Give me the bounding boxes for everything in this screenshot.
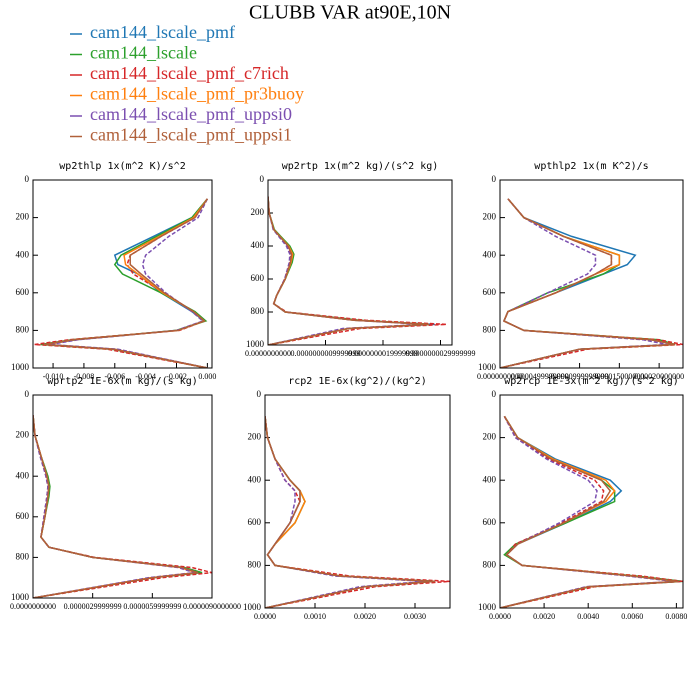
y-tick-label: 400 [483, 249, 497, 259]
plot-frame [267, 179, 453, 346]
y-tick-label: 800 [248, 559, 262, 569]
x-tick-label: 0.0000000000 [477, 372, 523, 381]
y-tick-label: 1000 [478, 602, 497, 612]
panel-title: wp2thlp 1x(m^2 K)/s^2 [59, 161, 185, 172]
legend-label: cam144_lscale_pmf_uppsi0 [90, 104, 292, 124]
plot-frame [32, 179, 213, 369]
x-tick-label: 0.0000 [254, 612, 276, 621]
x-tick-label: 0.0000 [489, 612, 511, 621]
x-tick-label: -0.006 [104, 372, 125, 381]
profile-line [500, 198, 676, 368]
legend-label: cam144_lscale [90, 43, 197, 63]
y-tick-label: 600 [483, 517, 497, 527]
x-tick-label: 0.0080 [665, 612, 687, 621]
y-tick-label: 200 [251, 207, 265, 217]
plot-frame [32, 394, 213, 599]
plot-frame [264, 394, 451, 609]
legend-label: cam144_lscale_pmf [90, 22, 235, 42]
y-tick-label: 200 [16, 430, 30, 440]
y-tick-label: 0 [492, 174, 497, 184]
x-tick-label: 0.0000000009999999 [291, 349, 361, 358]
x-tick-label: 0.0020 [354, 612, 376, 621]
x-tick-label: 0.0010 [304, 612, 326, 621]
profile-line [265, 416, 436, 608]
x-tick-label: 0.0060 [621, 612, 643, 621]
y-tick-label: 200 [483, 212, 497, 222]
profile-line [43, 198, 208, 368]
y-tick-label: 0 [260, 174, 265, 184]
x-tick-label: 0.00020000000 [634, 372, 684, 381]
y-tick-label: 1000 [478, 362, 497, 372]
profile-line [33, 415, 195, 598]
y-tick-label: 0 [257, 389, 262, 399]
y-tick-label: 800 [483, 559, 497, 569]
y-tick-label: 1000 [11, 592, 30, 602]
x-tick-label: 0.0030 [404, 612, 426, 621]
y-tick-label: 0 [25, 174, 30, 184]
profile-line [500, 415, 675, 608]
plot-frame [499, 179, 684, 369]
x-tick-label: 0.0000000000 [10, 602, 56, 611]
y-tick-label: 800 [483, 324, 497, 334]
y-tick-label: 600 [248, 517, 262, 527]
x-tick-label: 0.0000029999999 [64, 602, 122, 611]
legend-label: cam144_lscale_pmf_c7rich [90, 63, 289, 83]
y-tick-label: 200 [16, 212, 30, 222]
y-tick-label: 600 [16, 287, 30, 297]
x-tick-label: 0.0000000019999999 [348, 349, 418, 358]
panel-title: wp2rcp 1E-3x(m^2 kg)/(s^2 kg) [504, 376, 679, 387]
y-tick-label: 1000 [246, 339, 265, 349]
panel-title: rcp2 1E-6x(kg^2)/(kg^2) [288, 376, 426, 387]
x-tick-label: 0.0000000029999999 [406, 349, 476, 358]
y-tick-label: 400 [483, 474, 497, 484]
legend-label: cam144_lscale_pmf_pr3buoy [90, 84, 304, 104]
x-tick-label: -0.010 [43, 372, 64, 381]
panel-title: wprtp2 1E-6x(m kg)/(s kg) [47, 376, 198, 387]
y-tick-label: 400 [16, 470, 30, 480]
x-tick-label: 0.0040 [577, 612, 599, 621]
y-tick-label: 600 [483, 287, 497, 297]
y-tick-label: 200 [248, 432, 262, 442]
y-tick-label: 0 [492, 389, 497, 399]
profile-line [500, 415, 679, 608]
profile-line [33, 415, 199, 598]
y-tick-label: 600 [251, 273, 265, 283]
x-tick-label: -0.008 [74, 372, 95, 381]
x-tick-label: 0.0000499999999 [511, 372, 569, 381]
y-tick-label: 400 [16, 249, 30, 259]
x-tick-label: -0.004 [135, 372, 156, 381]
y-tick-label: 800 [16, 324, 30, 334]
x-tick-label: 0.0000090000000 [183, 602, 241, 611]
x-tick-label: 0.0000059999999 [123, 602, 181, 611]
y-tick-label: 400 [248, 474, 262, 484]
x-tick-label: 0.0000000000 [245, 349, 291, 358]
legend-label: cam144_lscale_pmf_uppsi1 [90, 125, 292, 145]
profile-line [49, 198, 209, 368]
x-tick-label: -0.002 [166, 372, 187, 381]
y-tick-label: 400 [251, 240, 265, 250]
y-tick-label: 800 [16, 551, 30, 561]
panel-title: wpthlp2 1x(m K^2)/s [534, 161, 648, 172]
y-tick-label: 600 [16, 511, 30, 521]
figure-title: CLUBB VAR at90E,10N [249, 2, 451, 24]
x-tick-label: 0.0000999999999 [551, 372, 609, 381]
y-tick-label: 0 [25, 389, 30, 399]
x-tick-label: 0.000 [198, 372, 216, 381]
y-tick-label: 1000 [11, 362, 30, 372]
plot-frame [499, 394, 684, 609]
x-tick-label: 0.00015000000 [594, 372, 644, 381]
y-tick-label: 800 [251, 306, 265, 316]
panel-title: wp2rtp 1x(m^2 kg)/(s^2 kg) [282, 161, 439, 172]
profile-line [268, 196, 430, 345]
profile-line [500, 198, 668, 368]
x-tick-label: 0.0020 [533, 612, 555, 621]
y-tick-label: 200 [483, 432, 497, 442]
y-tick-label: 1000 [243, 602, 262, 612]
